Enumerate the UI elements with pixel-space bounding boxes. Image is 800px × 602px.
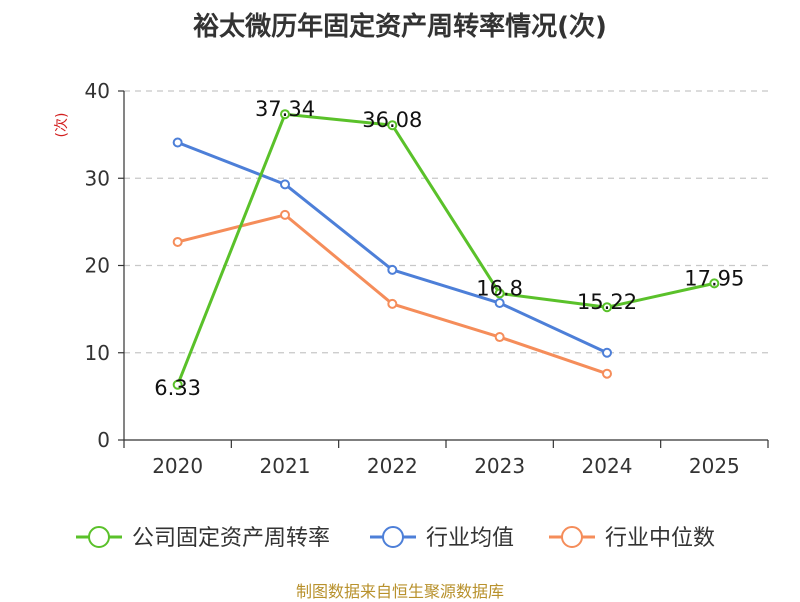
- data-label: 37.34: [255, 97, 315, 121]
- y-axis-unit-label: (次): [54, 113, 70, 138]
- series-line-1: [177, 141, 608, 355]
- data-point: [172, 236, 183, 247]
- data-point: [280, 209, 290, 220]
- legend-swatch-marker: [561, 526, 583, 548]
- grid-lines: [124, 90, 768, 354]
- series-lines: [172, 109, 720, 390]
- x-tick-label: 2020: [152, 454, 203, 478]
- legend-item: 公司固定资产周转率: [76, 526, 330, 551]
- data-label: 17.95: [684, 266, 744, 290]
- legend: 公司固定资产周转率 行业均值 行业中位数: [76, 526, 715, 551]
- data-point: [387, 264, 398, 275]
- x-tick-label: 2025: [689, 454, 740, 478]
- y-tick-label: 0: [97, 428, 110, 452]
- data-point: [602, 368, 612, 379]
- y-tick-label: 40: [85, 79, 110, 103]
- data-source-note: 制图数据来自恒生聚源数据库: [295, 582, 504, 601]
- data-point: [280, 109, 290, 120]
- data-label: 16.8: [476, 276, 523, 300]
- data-label: 15.22: [577, 290, 637, 314]
- legend-label: 公司固定资产周转率: [132, 526, 330, 551]
- axes: 0 10 20 30 40 2020 2021 2022 2023 2024 2025 (次): [54, 79, 769, 478]
- x-tick-label: 2021: [260, 454, 311, 478]
- data-point: [494, 298, 505, 309]
- data-point: [172, 137, 183, 148]
- data-label: 6.33: [154, 376, 201, 400]
- legend-item: 行业均值: [370, 526, 514, 551]
- legend-label: 行业中位数: [605, 526, 715, 551]
- x-tick-label: 2024: [582, 454, 633, 478]
- data-point: [602, 347, 612, 358]
- legend-swatch-marker: [88, 526, 110, 548]
- series-line-0: [176, 112, 715, 386]
- chart-title: 裕太微历年固定资产周转率情况(次): [193, 12, 607, 42]
- legend-label: 行业均值: [426, 526, 514, 551]
- legend-item: 行业中位数: [549, 526, 715, 551]
- series-line-2: [177, 213, 608, 376]
- data-point: [709, 278, 720, 289]
- data-labels: 6.33 37.34 36.08 16.8 15.22 17.95: [154, 97, 744, 400]
- data-point: [602, 302, 612, 313]
- y-tick-label: 10: [85, 341, 110, 365]
- data-point: [494, 332, 505, 343]
- legend-swatch-marker: [382, 526, 404, 548]
- data-point: [387, 120, 398, 131]
- data-label: 36.08: [362, 108, 422, 132]
- x-tick-label: 2022: [367, 454, 418, 478]
- data-point: [494, 288, 505, 299]
- x-tick-label: 2023: [474, 454, 525, 478]
- y-tick-label: 20: [85, 254, 110, 278]
- data-point: [172, 379, 183, 390]
- y-tick-label: 30: [85, 166, 110, 190]
- data-point: [387, 298, 398, 309]
- data-point: [280, 179, 290, 190]
